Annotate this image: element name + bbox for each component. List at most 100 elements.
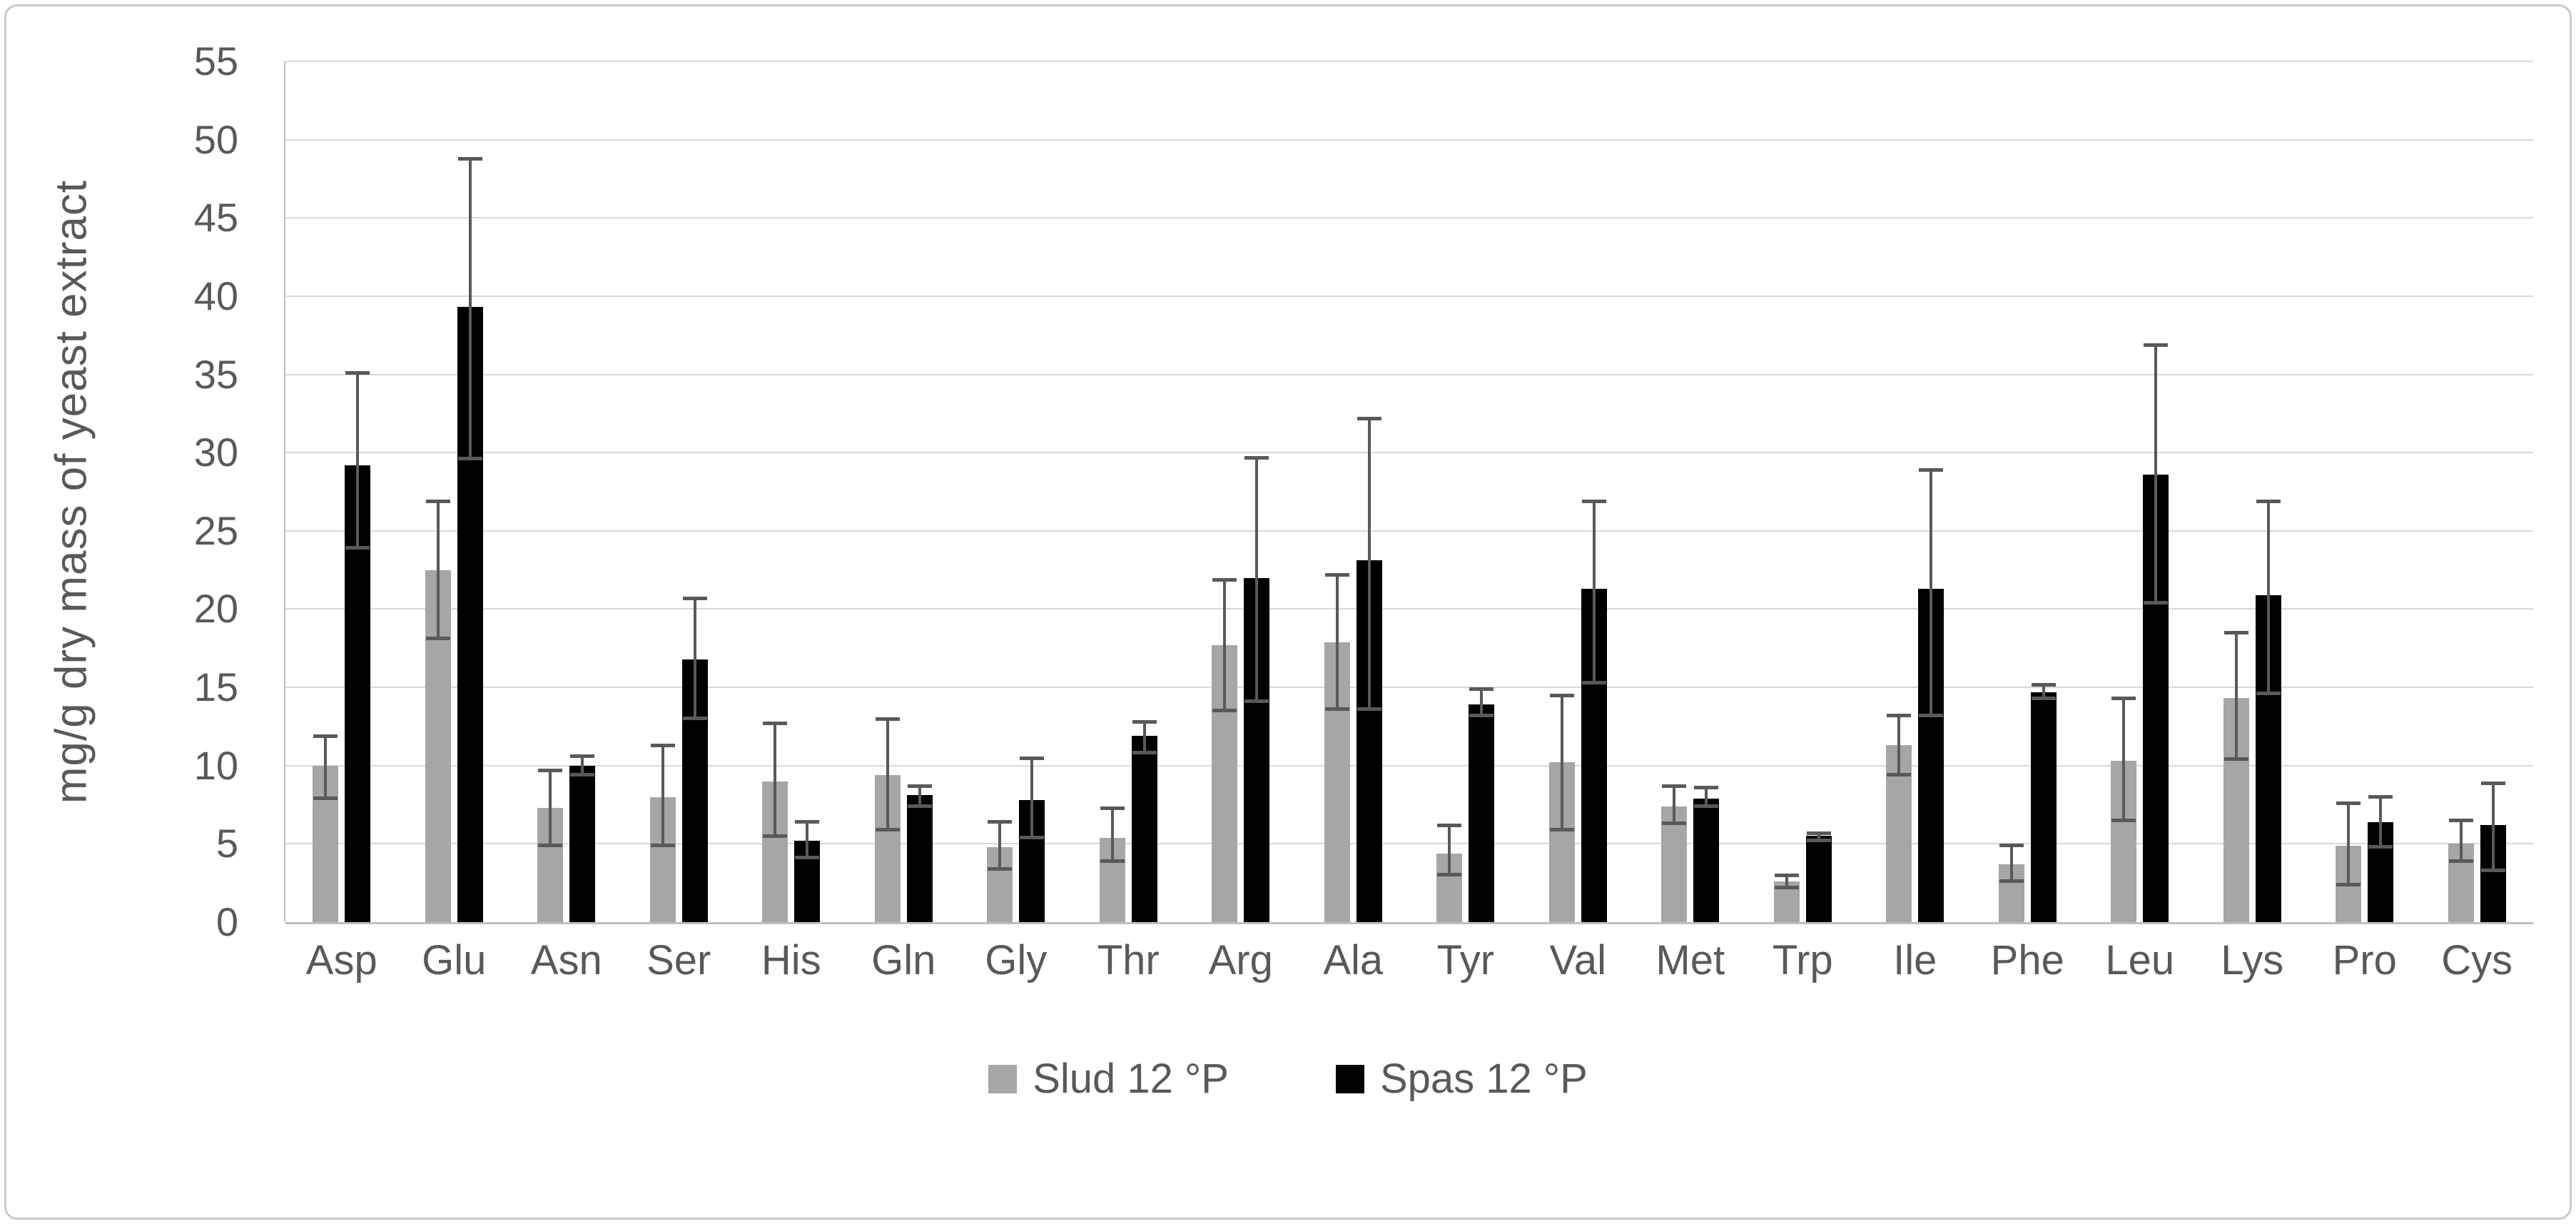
error-bar-cap-bottom: [457, 457, 482, 461]
error-bar-line: [1223, 577, 1227, 713]
error-bar: [2256, 499, 2281, 696]
error-bar: [570, 754, 595, 777]
bar-cell: [1805, 61, 1832, 922]
error-bar-cap-top: [795, 820, 820, 824]
bar-group-asp: [285, 61, 398, 922]
error-bar-cap-top: [313, 734, 338, 738]
bar-group-arg: [1185, 61, 1297, 922]
gridline: [285, 295, 2533, 297]
error-bar: [1662, 784, 1687, 826]
x-tick-label: Asn: [530, 937, 602, 983]
error-bar-cap-bottom: [2368, 844, 2393, 849]
error-bar-cap-bottom: [2031, 696, 2056, 700]
gridline: [285, 452, 2533, 454]
error-bar-line: [549, 769, 552, 847]
error-bar: [875, 717, 900, 831]
error-bar: [682, 596, 707, 721]
error-bar-cap-bottom: [1919, 713, 1944, 717]
x-tick-label: Phe: [1990, 937, 2064, 983]
bar-groups: [285, 61, 2533, 922]
bar-cell: [457, 61, 483, 922]
error-bar: [2223, 631, 2248, 762]
error-bar-line: [2347, 801, 2351, 886]
error-bar: [1357, 416, 1381, 711]
x-tick-label: His: [761, 937, 821, 983]
gridline: [285, 687, 2533, 689]
error-bar-line: [1110, 806, 1114, 863]
y-tick-label: 45: [193, 195, 238, 241]
bar-cell: [681, 61, 708, 922]
y-tick-label: 55: [193, 39, 238, 84]
bar-cell: [537, 61, 564, 922]
error-bar-cap-top: [1357, 416, 1381, 420]
error-bar-line: [2042, 682, 2045, 700]
bar-cell: [906, 61, 933, 922]
error-bar: [1469, 687, 1494, 717]
error-bar-cap-bottom: [907, 804, 932, 808]
legend-item-slud: Slud 12 °P: [988, 1055, 1229, 1103]
error-bar-cap-top: [907, 784, 932, 789]
error-bar: [538, 769, 563, 847]
x-tick-label: Asp: [305, 937, 377, 983]
y-tick-label: 5: [215, 821, 238, 866]
bar-cell: [1356, 61, 1382, 922]
error-bar-line: [2154, 343, 2158, 605]
bar-group-glu: [398, 61, 511, 922]
error-bar-cap-bottom: [1324, 707, 1349, 711]
error-bar-line: [918, 784, 921, 808]
gridline: [285, 138, 2533, 141]
bar-group-tyr: [1409, 61, 1522, 922]
bar-cell: [2368, 61, 2394, 922]
error-bar-cap-top: [875, 717, 900, 721]
error-bar-cap-bottom: [988, 866, 1013, 871]
bar-cell: [987, 61, 1013, 922]
gridline: [285, 608, 2533, 610]
error-bar-cap-bottom: [538, 843, 563, 847]
error-bar-cap-top: [2111, 697, 2136, 701]
x-tick-label: Met: [1655, 937, 1725, 983]
error-bar-cap-top: [682, 596, 707, 600]
error-bar-cap-top: [1662, 784, 1687, 789]
x-tick-label: Thr: [1097, 937, 1160, 983]
bar-spas-tyr: [1469, 704, 1495, 922]
error-bar-line: [1817, 831, 1820, 843]
error-bar: [2448, 819, 2473, 863]
error-bar-cap-top: [1694, 786, 1719, 790]
y-tick-label: 25: [193, 507, 238, 553]
bar-cell: [649, 61, 676, 922]
error-bar-cap-top: [2223, 631, 2248, 635]
error-bar-line: [1030, 756, 1034, 839]
error-bar-line: [998, 820, 1002, 871]
bar-group-ile: [1859, 61, 1972, 922]
error-bar-cap-top: [1806, 831, 1831, 835]
bar-cell: [1212, 61, 1238, 922]
error-bar-cap-top: [1549, 693, 1574, 697]
bar-cell: [2255, 61, 2281, 922]
x-tick-label: Ser: [646, 937, 711, 983]
legend-label-spas: Spas 12 °P: [1379, 1056, 1588, 1102]
error-bar-cap-bottom: [2480, 868, 2505, 872]
error-bar-cap-top: [1774, 874, 1799, 878]
y-tick-label: 30: [193, 430, 238, 475]
bar-group-gln: [848, 61, 960, 922]
error-bar-line: [1448, 823, 1451, 877]
error-bar-line: [1480, 687, 1484, 717]
y-tick-labels: 0 5 10 15 20 25 30 35 40 45 50 55: [0, 41, 263, 942]
error-bar-line: [886, 717, 889, 831]
bar-cell: [1886, 61, 1912, 922]
bar-spas-phe: [2030, 692, 2057, 922]
error-bar-cap-bottom: [1469, 713, 1494, 717]
y-tick-label: 20: [193, 586, 238, 632]
error-bar: [1244, 455, 1269, 704]
error-bar-line: [1255, 455, 1259, 704]
error-bar: [2480, 781, 2505, 872]
error-bar-cap-bottom: [1244, 699, 1269, 704]
bar-cell: [2223, 61, 2249, 922]
y-tick-label: 10: [193, 742, 238, 788]
x-tick-label: Arg: [1208, 937, 1273, 983]
error-bar-cap-top: [2336, 801, 2361, 806]
error-bar-cap-top: [2480, 781, 2505, 785]
error-bar-cap-top: [1919, 468, 1944, 472]
error-bar-cap-bottom: [1694, 804, 1719, 808]
x-tick-label: Trp: [1772, 937, 1833, 983]
